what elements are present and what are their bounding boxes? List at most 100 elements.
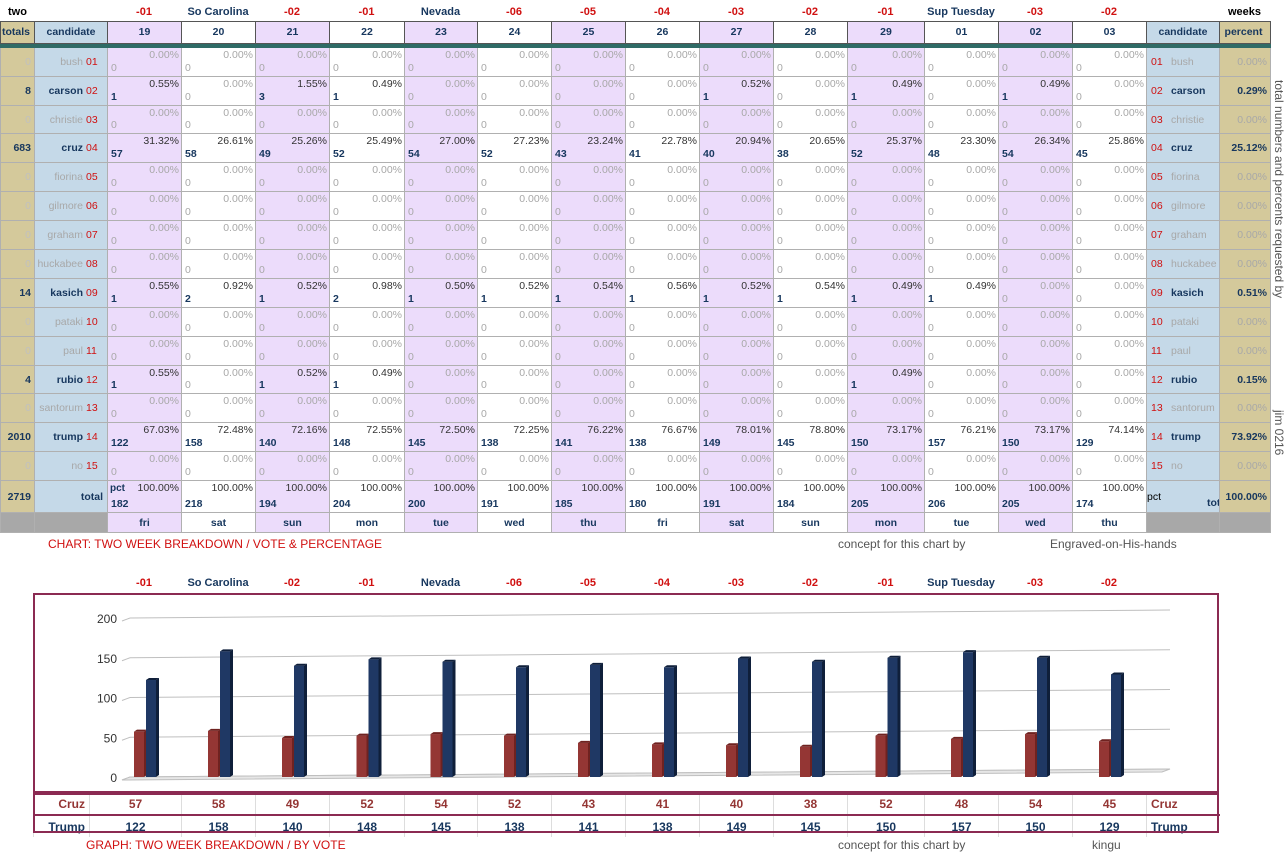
day-total-count: 180 [629,498,647,511]
vote-percent: 0.00% [892,251,922,264]
vote-cell: 0.00% 0 [773,451,848,482]
vote-count: 38 [777,148,789,161]
vote-cell: 0.00% 0 [477,451,552,482]
vote-count: 2 [185,292,191,305]
series-value: 122 [89,814,182,837]
vote-percent: 0.49% [372,77,402,90]
vote-count: 1 [851,90,857,103]
vote-count: 0 [111,177,117,190]
table-credit: Engraved-on-His-hands [1050,537,1177,551]
bar-cruz [951,738,961,777]
candidate-row: 0 huckabee 08 0.00% 0 0.00% 0 0.00% 0 0.00% 0 0.00%… [0,249,1271,279]
series-value: 129 [1072,814,1147,837]
bar-trump [1111,674,1121,777]
bar-chart: 0 50 100 150 200 [33,593,1219,793]
vote-percent: 0.00% [519,395,549,408]
vote-cell: 0.00% 0 [773,393,848,424]
vote-percent: 0.00% [966,106,996,119]
vote-count: 0 [777,177,783,190]
vote-table: totals candidate 19 20 21 22 23 24 25 26 27 28 29 01 0… [0,21,1271,533]
vote-count: 0 [185,350,191,363]
vote-cell: 0.00% 0 [998,393,1073,424]
event-label: So Carolina [187,577,249,589]
vote-count: 0 [408,263,414,276]
candidate-label-right: 13 santorum [1146,393,1220,424]
vote-count: 0 [185,61,191,74]
vote-count: 0 [928,90,934,103]
vote-cell: 74.14% 129 [1072,422,1147,453]
candidate-index: 06 [1151,200,1163,213]
vote-percent: 0.00% [815,395,845,408]
vote-cell: 0.00% 0 [551,191,626,222]
candidate-name: kasich [1171,286,1204,299]
vote-cell: 0.00% 0 [998,249,1073,279]
series-value: 140 [255,814,330,837]
event-label: -05 [580,577,596,589]
candidate-index: 09 [86,286,98,299]
bar-top [726,743,739,746]
vote-percent: 0.00% [593,164,623,177]
vote-count: 0 [333,321,339,334]
vote-count: 0 [1076,350,1082,363]
date-header: 20 [181,21,256,44]
graph-credit: kingu [1092,838,1121,852]
vote-percent: 0.00% [149,337,179,350]
vote-count: 0 [629,350,635,363]
candidate-row: 8 carson 02 0.55% 1 0.00% 0 1.55% 3 0.49% 1 0.00% 0 0… [0,75,1271,106]
candidate-label: paul 11 [34,335,108,366]
vote-count: 1 [1002,90,1008,103]
bar-cruz [1099,741,1109,777]
vote-count: 0 [629,177,635,190]
vote-count: 0 [408,177,414,190]
vote-cell: 0.00% 0 [625,220,700,251]
vote-percent: 0.00% [667,48,697,61]
vote-cell: 0.00% 0 [329,191,405,222]
vote-count: 0 [703,379,709,392]
vote-count: 0 [408,379,414,392]
vote-percent: 0.00% [372,453,402,466]
series-name: Trump [33,814,90,837]
vote-percent: 0.49% [1040,77,1070,90]
vote-cell: 0.00% 0 [329,451,405,482]
vote-count: 0 [777,350,783,363]
vote-cell: 0.00% 0 [773,104,848,135]
vote-count: 0 [928,321,934,334]
series-value: 38 [773,793,848,815]
vote-percent: 0.52% [297,279,327,292]
vote-count: 0 [928,379,934,392]
series-value: 150 [998,814,1073,837]
vote-cell: 72.55% 148 [329,422,405,453]
vote-percent: 0.00% [519,366,549,379]
vote-cell: 0.49% 1 [847,364,925,395]
vote-cell: 0.00% 0 [924,162,999,193]
day-name: sun [255,512,330,533]
vote-cell: 0.00% 0 [329,104,405,135]
vote-percent: 0.00% [593,453,623,466]
vote-cell: 0.00% 0 [699,335,774,366]
vote-percent: 0.49% [892,279,922,292]
vote-percent: 0.00% [892,337,922,350]
vote-percent: 0.00% [1040,106,1070,119]
candidate-label-right: 05 fiorina [1146,162,1220,193]
vote-percent: 0.52% [741,279,771,292]
vote-cell: 0.00% 0 [1072,75,1147,106]
vote-percent: 0.00% [815,193,845,206]
candidate-index: 04 [86,142,98,155]
bar-trump [294,665,304,777]
vote-percent: 0.00% [223,337,253,350]
vote-cell: 0.00% 0 [181,451,256,482]
vote-percent: 73.17% [886,424,922,437]
vote-count: 0 [555,206,561,219]
vote-percent: 0.00% [519,453,549,466]
vote-percent: 0.00% [445,193,475,206]
vote-cell: 0.00% 0 [404,335,478,366]
event-label: -01 [136,6,152,18]
vote-cell: 0.00% 0 [107,249,182,279]
vote-count: 0 [928,119,934,132]
bar-top [578,740,591,743]
candidate-row: 0 no 15 0.00% 0 0.00% 0 0.00% 0 0.00% 0 0.00% 0 0.00%… [0,451,1271,482]
candidate-total: 0 [0,191,35,222]
vote-cell: 0.52% 1 [699,75,774,106]
candidate-label-right: 06 gilmore [1146,191,1220,222]
bar-cruz [356,735,367,777]
